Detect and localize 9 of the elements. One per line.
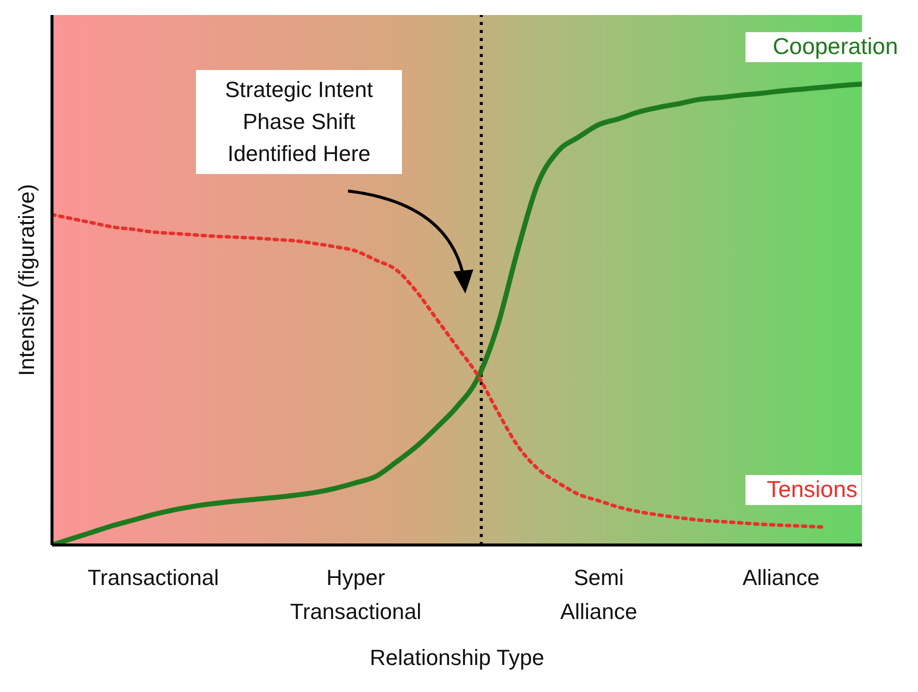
series-label: Tensions <box>766 476 858 502</box>
x-tick-label: Hyper Transactional <box>290 565 422 624</box>
annotation: Strategic Intent Phase Shift Identified Here <box>224 76 374 168</box>
x-tick-label: Semi Alliance <box>560 565 638 624</box>
x-tick-label: Transactional <box>88 565 219 590</box>
x-axis-title: Relationship Type <box>370 645 544 670</box>
series-label: Cooperation <box>772 33 898 60</box>
x-tick-label: Alliance <box>742 565 820 590</box>
y-axis-title: Intensity (figurative) <box>14 184 39 376</box>
